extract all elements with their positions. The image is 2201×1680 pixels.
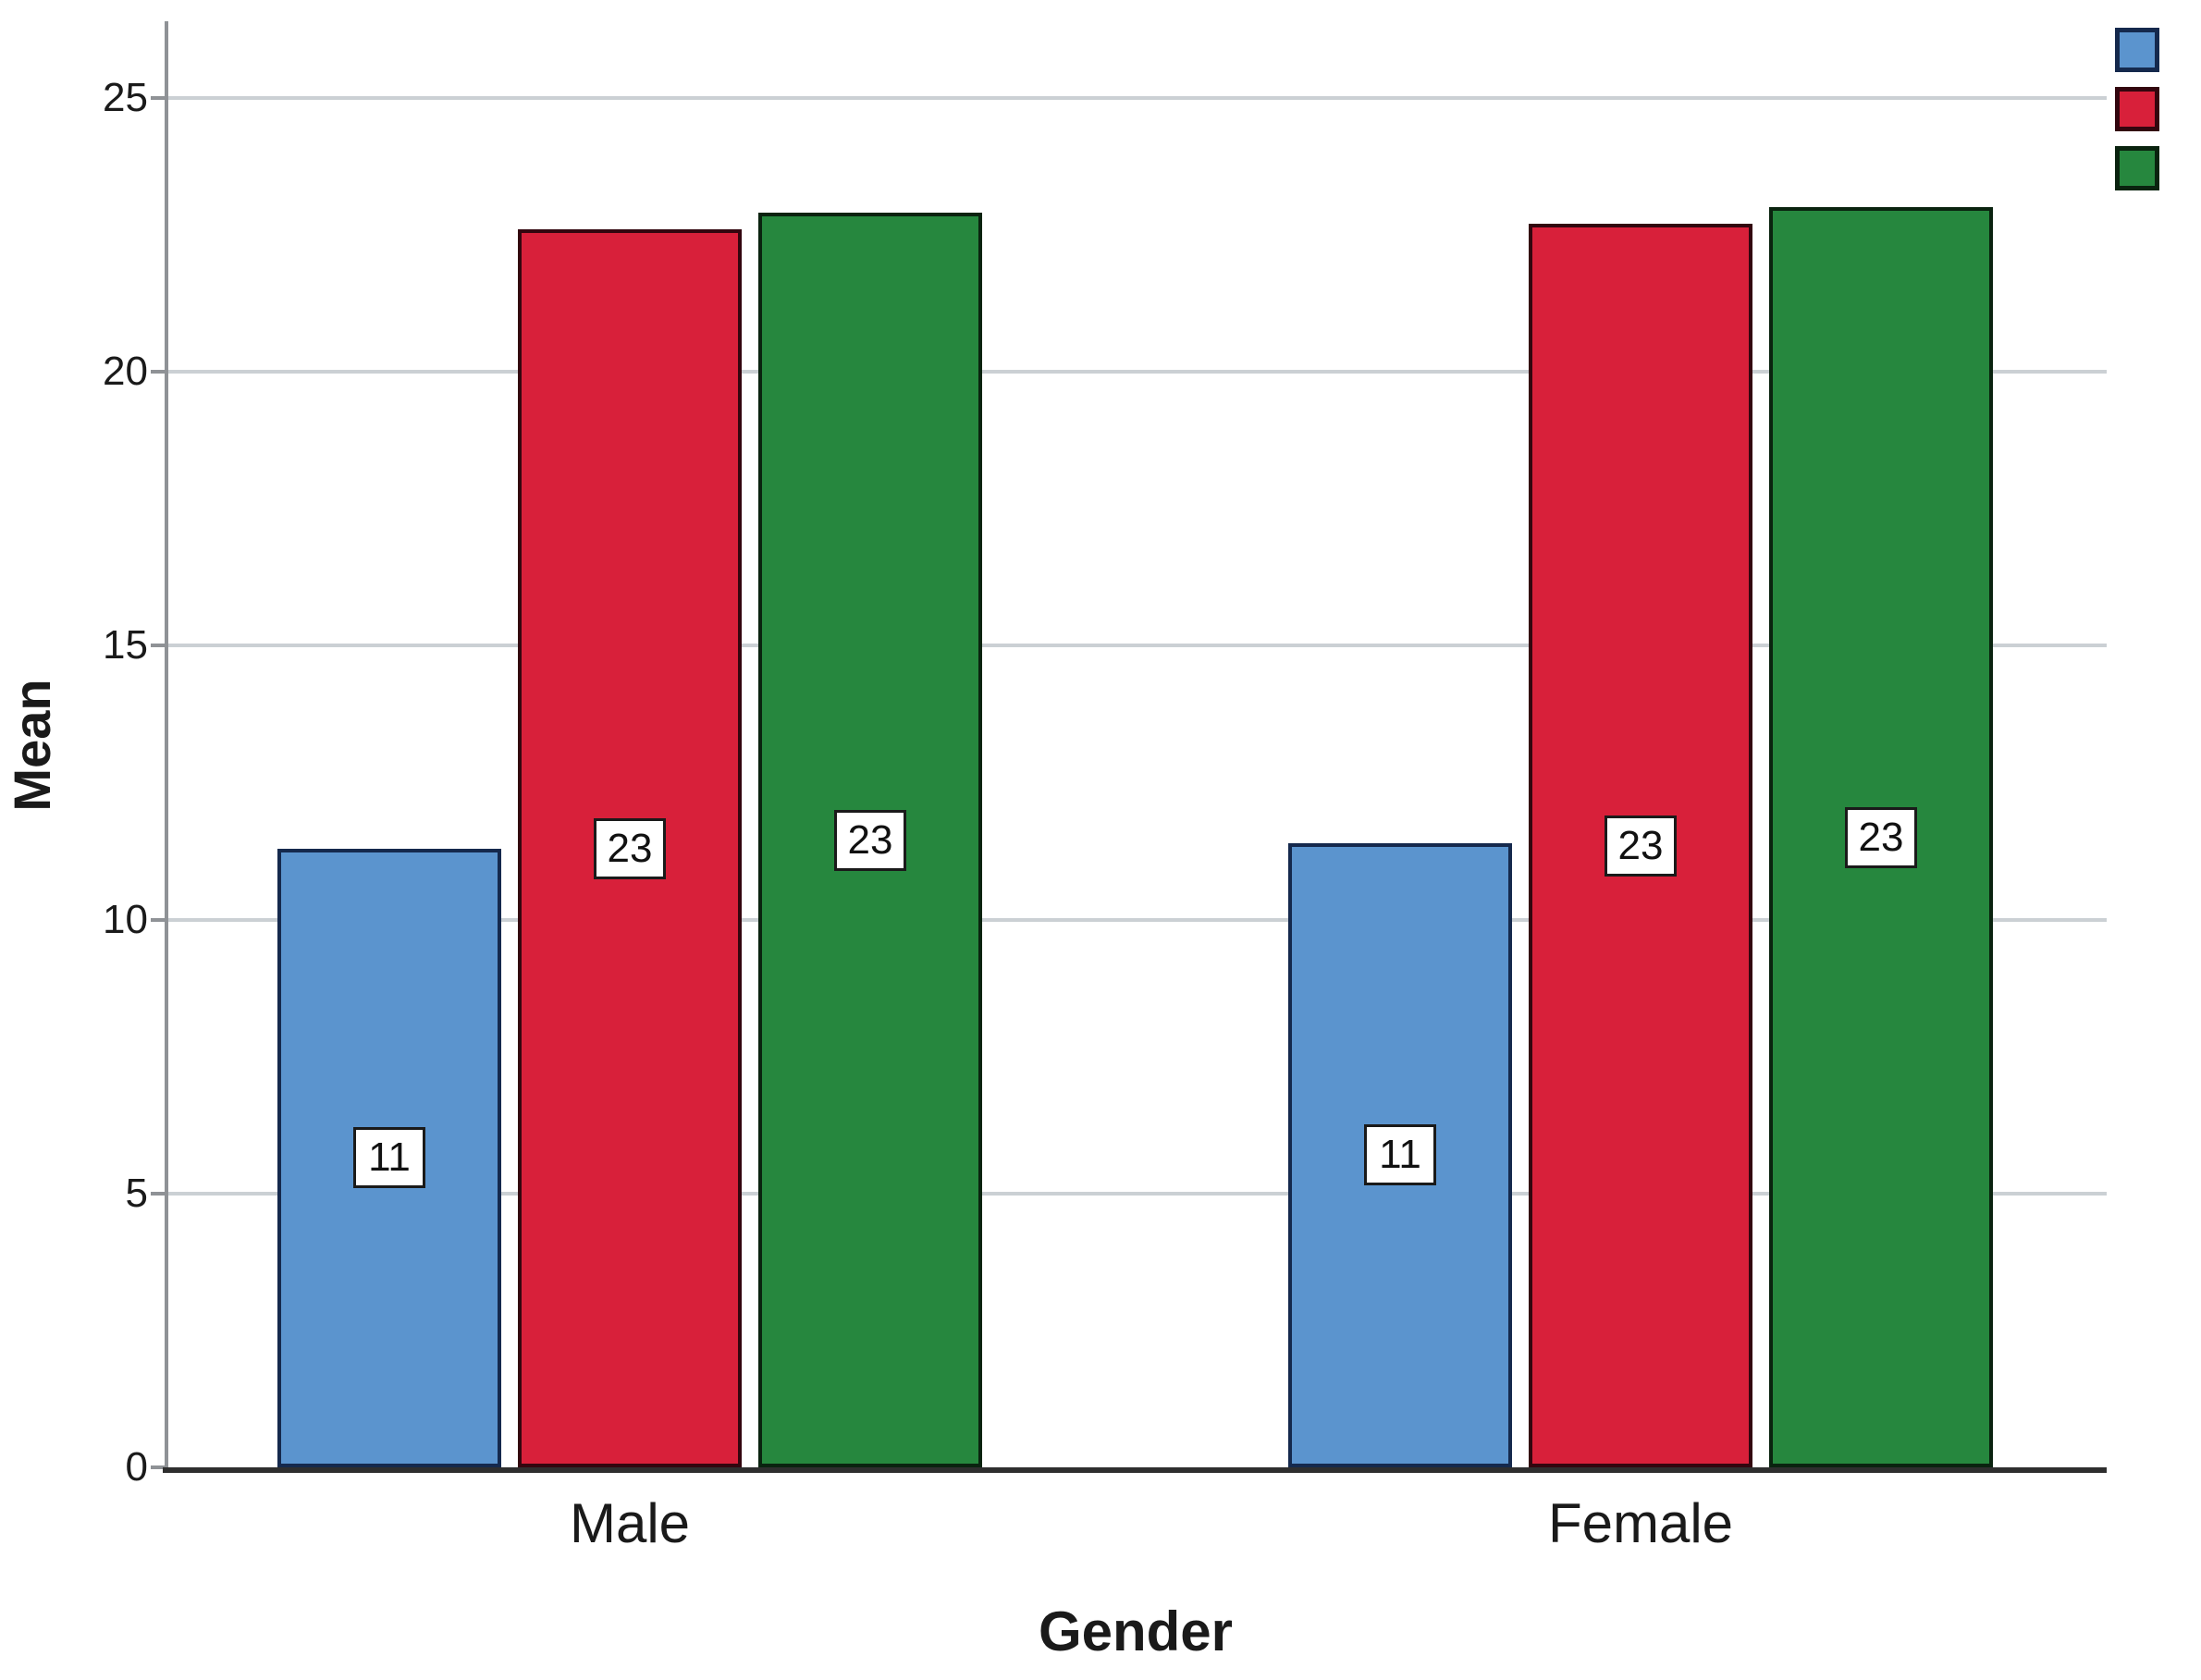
y-axis-line <box>165 21 168 1473</box>
y-tick-5 <box>151 1191 165 1196</box>
y-tick-20 <box>151 370 165 374</box>
gridline-20 <box>165 370 2107 374</box>
category-label-female: Female <box>1547 1492 1734 1554</box>
y-tick-label-25: 25 <box>103 74 148 120</box>
x-axis-line <box>163 1467 2107 1473</box>
y-tick-label-20: 20 <box>103 349 148 395</box>
legend-swatch-red <box>2115 87 2159 131</box>
y-axis-title: Mean <box>3 679 61 812</box>
y-tick-0 <box>151 1465 165 1469</box>
y-tick-10 <box>151 917 165 922</box>
x-axis-title: Gender <box>1038 1600 1234 1662</box>
gridline-10 <box>165 917 2107 922</box>
bar-value-label-male-red: 23 <box>594 817 666 879</box>
bar-value-label-male-green: 23 <box>834 809 906 871</box>
y-tick-label-0: 0 <box>125 1444 148 1490</box>
y-tick-label-10: 10 <box>103 896 148 942</box>
legend-swatch-green <box>2115 146 2159 190</box>
bar-value-label-female-red: 23 <box>1605 815 1677 877</box>
y-tick-25 <box>151 95 165 100</box>
bar-value-label-female-green: 23 <box>1845 806 1917 868</box>
y-tick-15 <box>151 644 165 648</box>
bar-value-label-female-blue: 11 <box>1364 1124 1436 1186</box>
bar-value-label-male-blue: 11 <box>353 1127 425 1189</box>
gridline-15 <box>165 644 2107 648</box>
y-tick-label-5: 5 <box>125 1170 148 1216</box>
legend-swatch-blue <box>2115 28 2159 72</box>
gridline-5 <box>165 1191 2107 1196</box>
y-tick-label-15: 15 <box>103 622 148 668</box>
gridline-25 <box>165 95 2107 100</box>
category-label-male: Male <box>569 1492 691 1554</box>
